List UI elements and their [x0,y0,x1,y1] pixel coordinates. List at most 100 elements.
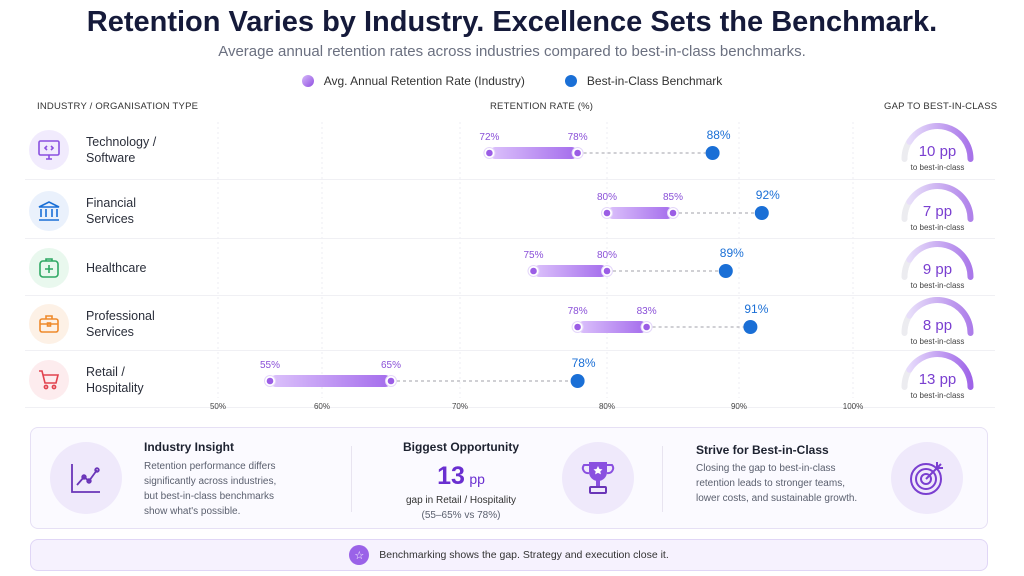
industry-name: Financial Services [86,195,136,227]
legend-label: Best-in-Class Benchmark [586,74,723,88]
industry-name-line: Healthcare [86,261,147,275]
gap-value: 13 pp [895,371,980,388]
gauge-arc [901,241,974,280]
benchmark-label: 78% [572,356,596,370]
gap-number: 9 [922,261,932,278]
target-icon [891,442,963,514]
strive-text: Closing the gap to best-in-class retentio… [696,461,857,506]
industry-name-line: Services [86,325,134,339]
industry-range-bar [533,265,607,277]
industry-name-line: Hospitality [86,381,144,395]
gap-value: 7 pp [895,203,980,220]
footer-banner: ☆ Benchmarking shows the gap. Strategy a… [30,539,988,571]
benchmark-label: 89% [720,246,744,260]
code-monitor-icon [29,130,69,170]
industry-name-line: Services [86,211,134,226]
industry-name: Professional Services [86,308,155,340]
x-tick-label: 50% [210,402,226,411]
legend-swatch-benchmark [564,75,577,87]
gap-value: 9 pp [895,261,980,278]
gauge-arc [901,123,974,162]
strive-line: retention leads to stronger teams, [696,478,845,489]
x-tick-label: 100% [843,402,863,411]
gauge-arc [901,183,974,222]
strive-title: Strive for Best-in-Class [696,443,829,457]
legend-swatch-industry [301,75,314,87]
divider [662,446,663,512]
table-row: Professional Services [25,297,995,351]
industry-name-line: Retail / [86,365,125,379]
gap-value: 10 pp [895,143,980,160]
legend-item-industry: Avg. Annual Retention Rate (Industry) [301,74,525,88]
opportunity-detail: (55–65% vs 78%) [421,510,501,521]
gap-gauge: 7 pp to best-in-class [895,183,980,239]
opportunity-caption: gap in Retail / Hospitality [405,495,517,506]
industry-high-label: 83% [637,306,657,317]
industry-high-label: 80% [597,250,617,261]
table-row: Healthcare [25,240,995,296]
gap-number: 13 [918,371,936,388]
insight-line: Retention performance differs [144,461,276,472]
column-header-rate: RETENTION RATE (%) [490,101,594,112]
gauge-arc [901,351,974,390]
benchmark-label: 88% [707,128,731,142]
chart-legend: Avg. Annual Retention Rate (Industry) Be… [0,74,1024,88]
gap-unit: pp [935,261,953,278]
gap-value: 8 pp [895,317,980,334]
industry-name: Retail / Hospitality [86,364,144,396]
footer-text: Benchmarking shows the gap. Strategy and… [379,549,669,561]
gap-unit: pp [939,371,957,388]
shopping-cart-icon [29,360,69,400]
gap-caption: to best-in-class [910,337,965,346]
gap-unit: pp [935,317,953,334]
benchmark-label: 92% [756,188,780,202]
industry-high-label: 78% [568,132,588,143]
page-title: Retention Varies by Industry. Excellence… [86,6,938,38]
gap-caption: to best-in-class [910,391,965,400]
industry-name-line: Professional [86,309,155,323]
benchmark-point [743,320,758,334]
insight-title: Industry Insight [144,440,234,454]
insight-text: Retention performance differs significant… [144,459,276,519]
gap-gauge: 10 pp to best-in-class [895,123,980,179]
industry-low-label: 75% [523,250,543,261]
strive-line: Closing the gap to best-in-class [696,463,836,474]
industry-range-bar [270,375,391,387]
industry-point-core [603,267,611,275]
opportunity-title: Biggest Opportunity [403,440,519,454]
opportunity-unit: pp [469,471,485,487]
insight-line: significantly across industries, [144,476,277,487]
industry-point-core [574,323,581,331]
industry-low-label: 80% [597,192,617,203]
insight-line: show what's possible. [144,506,241,517]
star-badge-icon: ☆ [349,545,370,565]
industry-point-core [574,149,581,157]
briefcase-icon [29,304,69,344]
insights-panel: Industry Insight Retention performance d… [30,427,988,529]
industry-range-bar [489,147,578,159]
bank-icon [29,190,69,231]
legend-label: Avg. Annual Retention Rate (Industry) [323,74,525,88]
legend-item-benchmark: Best-in-Class Benchmark [564,74,723,88]
industry-name-line: Software [86,151,136,165]
line-chart-icon [50,442,122,514]
industry-point-core [669,209,677,217]
gap-unit: pp [939,143,957,160]
x-tick-label: 60% [314,402,330,411]
gauge-arc [901,297,974,336]
industry-high-label: 65% [381,360,401,371]
gap-caption: to best-in-class [910,163,965,172]
industry-point-core [603,209,611,217]
industry-low-label: 72% [479,132,499,143]
x-tick-label: 70% [452,402,468,411]
industry-point-core [486,149,493,157]
industry-name: Technology / Software [86,134,156,166]
column-header-gap: GAP TO BEST-IN-CLASS [884,101,998,112]
gap-gauge: 13 pp to best-in-class [895,351,980,407]
industry-name-line: Technology / [86,135,157,149]
dumbbell-chart: 50% 60% 70% 80% 90% 100% 72% 78% 88% 80% 85% 92% 75%… [210,122,863,411]
table-row: Financial Services [25,182,995,239]
trophy-icon [562,442,634,514]
industry-point-core [643,323,650,331]
industry-name: Healthcare [86,260,146,276]
